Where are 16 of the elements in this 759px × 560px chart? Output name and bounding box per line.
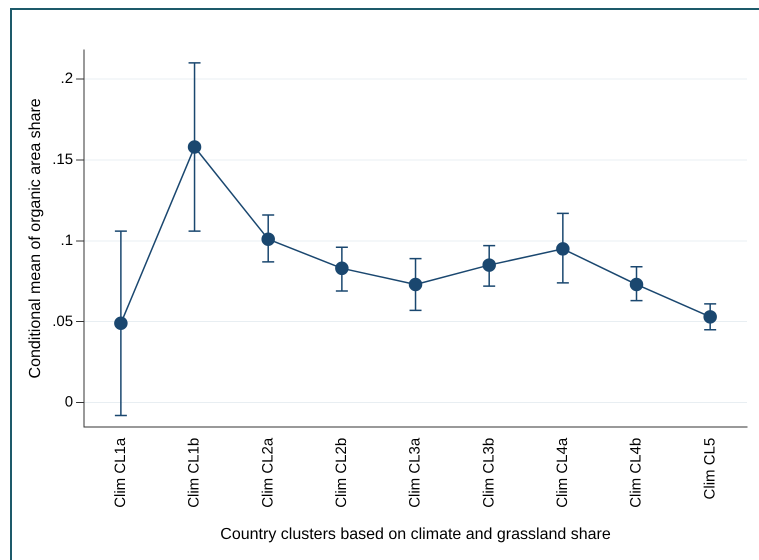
- x-tick-label: Clim CL2a: [259, 437, 276, 508]
- x-tick-label: Clim CL1a: [112, 437, 130, 508]
- x-tick-label: Clim CL3b: [480, 438, 498, 508]
- y-tick-label: .1: [60, 232, 74, 249]
- y-tick-label: 0: [64, 394, 74, 411]
- y-tick-label: .05: [52, 312, 74, 330]
- x-tick-label: Clim CL5: [701, 438, 718, 500]
- x-tick-label: Clim CL1b: [186, 438, 203, 508]
- x-axis-title: Country clusters based on climate and grassland share: [220, 526, 611, 543]
- x-tick-label: Clim CL4a: [554, 437, 571, 508]
- x-tick-label: Clim CL3a: [406, 437, 424, 508]
- x-tick-label: Clim CL2b: [333, 438, 350, 508]
- y-axis-title: Conditional mean of organic area share: [27, 98, 44, 378]
- y-tick-label: .2: [60, 70, 74, 88]
- y-tick-label: .15: [52, 151, 74, 168]
- x-tick-label: Clim CL4b: [628, 438, 645, 508]
